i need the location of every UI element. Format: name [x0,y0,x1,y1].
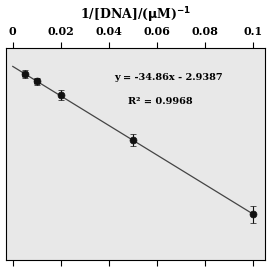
Text: R² = 0.9968: R² = 0.9968 [128,96,193,106]
X-axis label: 1/[DNA]/($\mathbf{\mu}$M)$\mathbf{^{-1}}$: 1/[DNA]/($\mathbf{\mu}$M)$\mathbf{^{-1}}… [80,6,191,25]
Text: y = -34.86x - 2.9387: y = -34.86x - 2.9387 [114,73,222,82]
